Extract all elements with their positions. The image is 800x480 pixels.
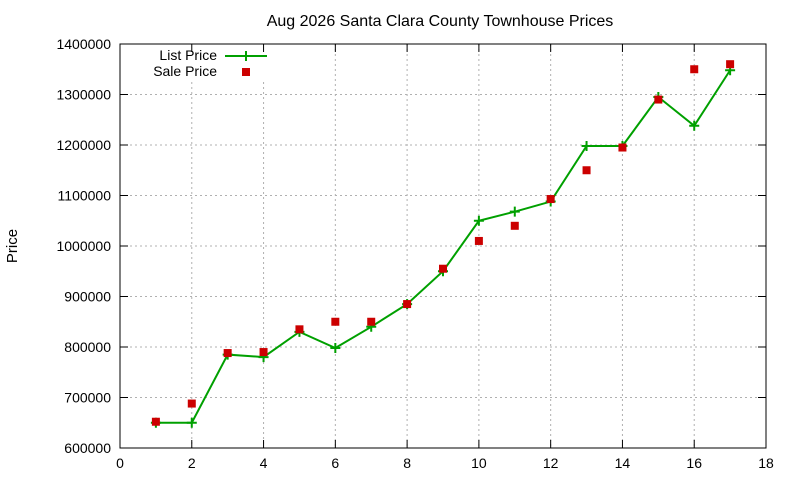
sale-price-point xyxy=(546,195,555,204)
sale-price-point xyxy=(223,349,232,358)
y-tick-label: 1100000 xyxy=(58,188,112,204)
y-tick-label: 1000000 xyxy=(56,238,111,254)
x-tick-label: 16 xyxy=(686,455,702,471)
y-tick-label: 700000 xyxy=(64,390,111,406)
sale-price-point xyxy=(474,236,483,245)
legend: List Price Sale Price xyxy=(153,47,267,79)
list-price-point xyxy=(689,120,700,131)
x-tick-label: 4 xyxy=(260,455,268,471)
x-tick-label: 10 xyxy=(471,455,487,471)
y-axis-label: Price xyxy=(4,229,21,263)
list-price-point xyxy=(473,215,484,226)
x-tick-label: 0 xyxy=(116,455,124,471)
sale-price-point xyxy=(582,166,591,175)
x-tick-label: 18 xyxy=(758,455,774,471)
chart-title: Aug 2026 Santa Clara County Townhouse Pr… xyxy=(267,13,614,30)
legend-label-list-price: List Price xyxy=(159,47,217,63)
y-tick-label: 800000 xyxy=(64,339,111,355)
sale-price-point xyxy=(295,325,304,334)
sale-price-point xyxy=(726,60,735,69)
axes: 600000 700000 800000 900000 1000000 1100000 12… xyxy=(56,36,774,471)
list-price-point xyxy=(581,141,592,152)
sale-price-point xyxy=(403,300,412,309)
sale-price-point xyxy=(510,221,519,230)
y-tick-label: 1200000 xyxy=(56,137,111,153)
sale-price-point xyxy=(187,399,196,408)
legend-label-sale-price: Sale Price xyxy=(153,63,217,79)
sale-price-point xyxy=(654,95,663,104)
list-price-point xyxy=(186,417,197,428)
sale-price-point xyxy=(690,65,699,74)
x-tick-label: 2 xyxy=(188,455,196,471)
x-tick-label: 8 xyxy=(403,455,411,471)
sale-price-point xyxy=(618,143,627,152)
y-tick-label: 900000 xyxy=(64,289,111,305)
sale-price-point xyxy=(439,264,447,273)
legend-marker-list-price xyxy=(241,51,251,61)
sale-price-point xyxy=(367,317,376,326)
series-line-list-price xyxy=(155,69,731,424)
plot-frame xyxy=(119,43,767,449)
sale-price-point xyxy=(331,317,340,326)
legend-marker-sale-price xyxy=(242,68,250,76)
list-price-point xyxy=(509,206,520,217)
list-price-point xyxy=(330,343,341,354)
series-layer xyxy=(150,60,736,428)
y-tick-label: 600000 xyxy=(64,440,111,456)
y-tick-label: 1300000 xyxy=(56,87,111,103)
x-tick-label: 6 xyxy=(331,455,339,471)
grid xyxy=(120,44,766,448)
x-tick-label: 12 xyxy=(543,455,559,471)
x-tick-label: 14 xyxy=(615,455,631,471)
sale-price-point xyxy=(151,417,160,426)
y-tick-label: 1400000 xyxy=(56,36,111,52)
sale-price-point xyxy=(259,348,268,357)
